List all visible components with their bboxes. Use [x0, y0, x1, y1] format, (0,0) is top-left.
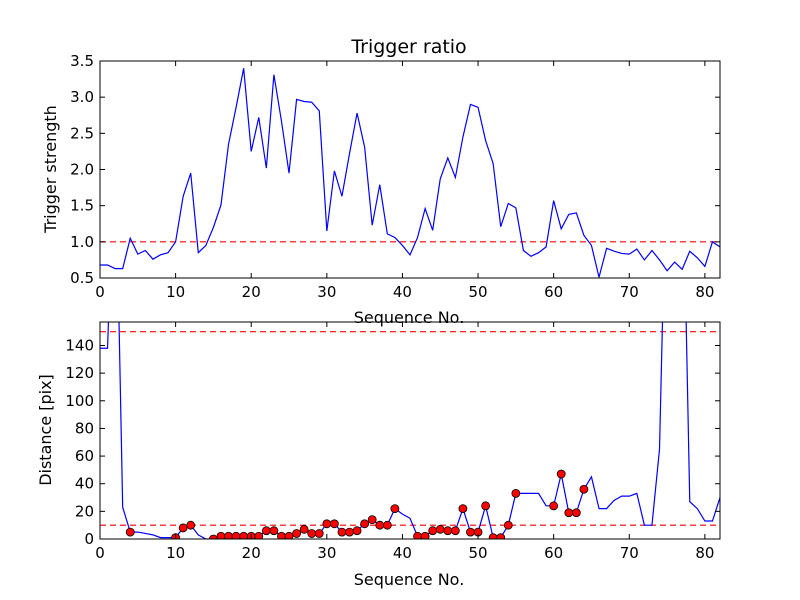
- marker-point: [307, 529, 317, 538]
- trigger-ratio-panel: Trigger ratio Sequence No. Trigger stren…: [41, 36, 721, 327]
- chart-title: Trigger ratio: [350, 36, 466, 58]
- x-tick-label: 30: [317, 283, 336, 301]
- x-tick-label: 40: [393, 283, 412, 301]
- marker-point: [322, 519, 332, 529]
- x-tick-label: 60: [544, 544, 563, 562]
- y-tick-label: 1.5: [70, 197, 94, 215]
- y-tick-label: 100: [65, 392, 94, 410]
- x-tick-label: 10: [166, 544, 185, 562]
- y-tick-label: 3.0: [70, 88, 94, 106]
- y-tick-label: 3.5: [70, 52, 94, 70]
- marker-point: [337, 527, 347, 537]
- marker-point: [564, 508, 574, 518]
- marker-point: [254, 531, 264, 539]
- marker-point: [435, 524, 445, 534]
- x-tick-label: 70: [620, 544, 639, 562]
- x-tick-label: 80: [695, 544, 714, 562]
- x-tick-label: 30: [317, 544, 336, 562]
- marker-point: [571, 508, 581, 518]
- y-tick-label: 0.5: [70, 269, 94, 287]
- x-tick-label: 80: [695, 283, 714, 301]
- marker-point: [382, 520, 392, 530]
- marker-point: [511, 488, 521, 498]
- x-tick-label: 40: [393, 544, 412, 562]
- x-tick-label: 0: [95, 544, 105, 562]
- y-tick-label: 80: [75, 419, 94, 437]
- y-tick-label: 40: [75, 475, 94, 493]
- marker-point: [549, 501, 559, 511]
- series-line: [100, 322, 720, 539]
- x-tick-label: 20: [242, 283, 261, 301]
- marker-point: [458, 504, 468, 513]
- marker-point: [390, 504, 400, 513]
- marker-point: [299, 524, 309, 534]
- distance-panel: Sequence No. Distance [pix] 0 10 20 30 40 50 6…: [36, 321, 721, 589]
- y-tick-label: 60: [75, 447, 94, 465]
- marker-point: [420, 531, 430, 539]
- marker-point: [556, 469, 566, 479]
- marker-point: [329, 519, 339, 529]
- x-tick-label: 50: [469, 544, 488, 562]
- marker-point: [314, 529, 324, 538]
- y-tick-label: 2.5: [70, 124, 94, 142]
- plot-frame: [99, 321, 721, 540]
- marker-point: [481, 501, 491, 511]
- x-tick-label: 10: [166, 283, 185, 301]
- y-tick-label: 20: [75, 502, 94, 520]
- x-axis-label: Sequence No.: [354, 570, 465, 589]
- x-tick-label: 60: [544, 283, 563, 301]
- x-tick-label: 70: [620, 283, 639, 301]
- marker-point: [579, 484, 589, 494]
- marker-point: [178, 523, 188, 533]
- y-axis-label: Distance [pix]: [36, 374, 55, 486]
- series-line: [100, 68, 720, 278]
- y-axis-label: Trigger strength: [41, 105, 60, 234]
- x-axis-label: Sequence No.: [354, 308, 465, 327]
- marker-point: [269, 526, 279, 536]
- marker-point: [345, 527, 354, 537]
- marker-point: [503, 520, 513, 530]
- marker-point: [360, 519, 370, 529]
- marker-point: [496, 533, 506, 539]
- marker-point: [186, 520, 196, 530]
- y-tick-label: 2.0: [70, 161, 94, 179]
- marker-point: [375, 520, 385, 530]
- marker-point: [261, 526, 271, 536]
- marker-point: [367, 515, 377, 525]
- marker-point: [450, 526, 460, 536]
- y-tick-label: 1.0: [70, 233, 94, 251]
- marker-point: [284, 531, 294, 539]
- y-tick-label: 0: [84, 530, 94, 548]
- marker-point: [466, 527, 475, 537]
- x-tick-label: 50: [469, 283, 488, 301]
- marker-point: [352, 526, 362, 536]
- marker-point: [428, 526, 438, 536]
- x-tick-label: 20: [242, 544, 261, 562]
- y-tick-label: 120: [65, 364, 94, 382]
- marker-point: [443, 526, 453, 536]
- marker-point: [209, 534, 218, 539]
- x-tick-label: 0: [95, 283, 105, 301]
- marker-point: [125, 527, 135, 537]
- marker-point: [292, 529, 301, 538]
- y-tick-label: 140: [65, 336, 94, 354]
